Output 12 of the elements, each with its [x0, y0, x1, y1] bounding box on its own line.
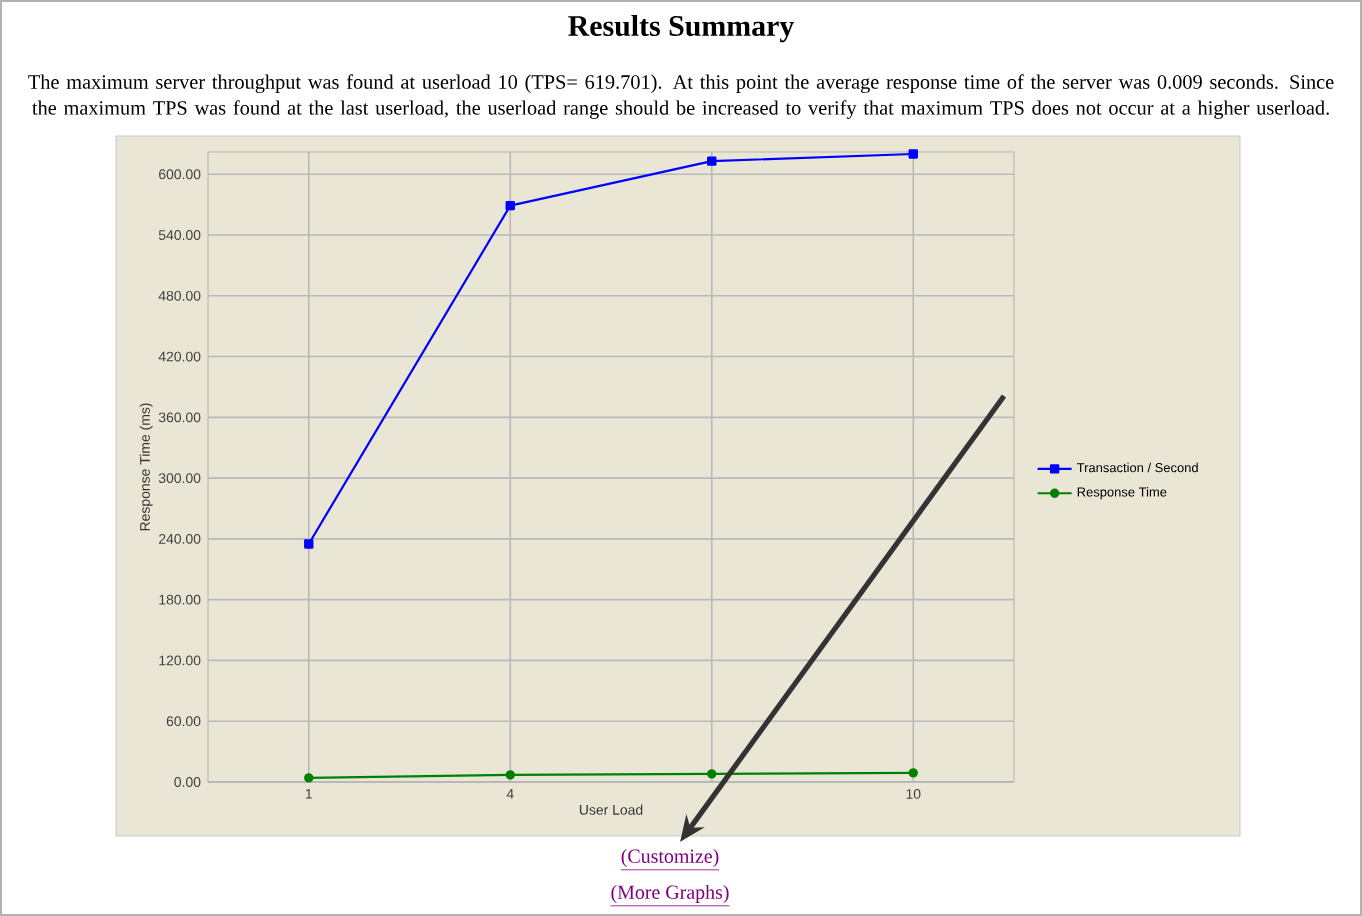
point: [505, 200, 515, 211]
chart-subtitle: The maximum server throughput was found at userload 10 (TPS= 619.701). At this point the average response time of the server was 0.009 seconds. Since the maximum TPS was found at the last userload, the userload range should be increased to verify that maximum TPS does not occur at a higher userload.: [28, 74, 1334, 119]
chart-title: Results Summary: [568, 15, 795, 43]
point: [304, 539, 314, 549]
text: (Customize): [621, 848, 719, 868]
point: [707, 769, 717, 779]
point: [304, 773, 314, 783]
point: [707, 156, 717, 166]
text: (More Graphs): [611, 884, 729, 904]
point: [505, 770, 515, 780]
point: [908, 768, 918, 778]
point: [908, 149, 918, 159]
